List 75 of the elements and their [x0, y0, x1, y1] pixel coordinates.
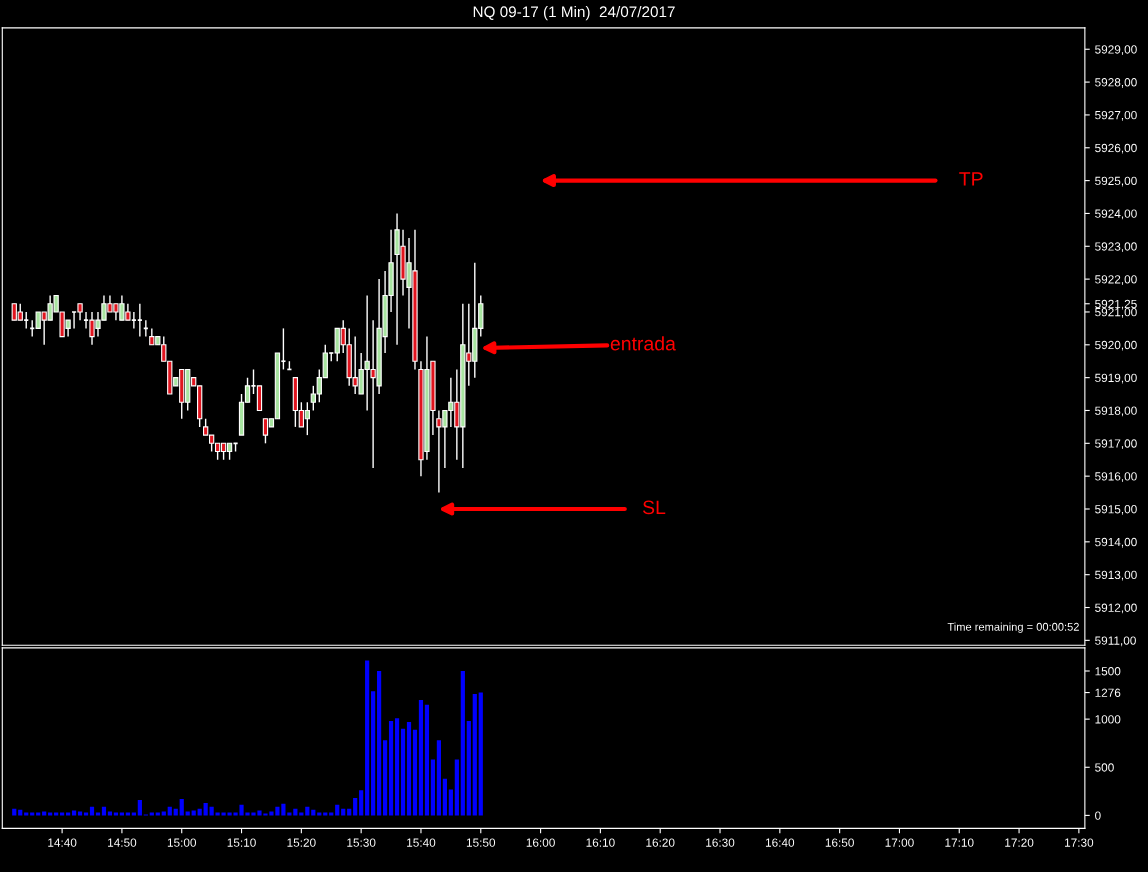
- y-tick-label: 5923,00: [1095, 242, 1137, 253]
- y-tick-label: 1000: [1095, 715, 1121, 724]
- y-tick-label: 5927,00: [1095, 110, 1137, 121]
- x-tick-label: 14:50: [108, 838, 137, 847]
- annotation: SL: [642, 500, 666, 515]
- y-tick-label: 5929,00: [1095, 45, 1137, 56]
- x-tick-label: 15:10: [227, 838, 256, 847]
- x-tick-label: 16:00: [526, 838, 555, 847]
- y-tick-label: 5926,00: [1095, 143, 1137, 154]
- y-tick-label: 5921,00: [1095, 308, 1137, 318]
- x-tick-label: 16:20: [646, 838, 675, 847]
- bar: [137, 800, 142, 816]
- bar: [472, 694, 477, 816]
- x-tick-label: 16:50: [825, 838, 854, 847]
- bar: [460, 671, 465, 816]
- bar: [478, 692, 483, 816]
- y-tick-label: 1500: [1095, 667, 1121, 676]
- bar: [412, 729, 418, 816]
- bar: [454, 759, 459, 816]
- bar: [436, 740, 441, 816]
- x-tick-label: 15:30: [347, 838, 376, 847]
- y-tick-label: 5915,00: [1095, 505, 1137, 515]
- y-tick-label: 5921,25: [1095, 299, 1137, 310]
- annotation: Time remaining = 00:00:52: [947, 622, 1079, 633]
- bar: [442, 778, 447, 816]
- bar: [365, 660, 370, 816]
- bar: [353, 798, 358, 816]
- bar: [382, 740, 388, 816]
- y-tick-label: 0: [1095, 811, 1101, 820]
- y-tick-label: 5917,00: [1095, 439, 1137, 450]
- bar: [406, 722, 412, 816]
- y-tick-label: 5924,00: [1095, 209, 1137, 220]
- x-tick-label: 15:20: [287, 838, 316, 847]
- bar: [359, 790, 364, 816]
- bar: [394, 718, 400, 816]
- x-tick-label: 15:00: [167, 838, 197, 847]
- y-tick-label: 5918,00: [1095, 406, 1137, 417]
- x-tick-label: 16:30: [706, 838, 735, 847]
- y-tick-label: 5913,00: [1095, 570, 1137, 581]
- x-tick-label: 17:00: [885, 838, 914, 847]
- bar: [388, 721, 394, 816]
- y-tick-label: 5920,00: [1095, 340, 1137, 351]
- bar: [448, 789, 453, 816]
- bar: [203, 802, 208, 816]
- x-tick-label: 17:10: [945, 838, 974, 847]
- y-tick-label: 5925,00: [1095, 176, 1137, 187]
- annotation: TP: [959, 172, 983, 186]
- bar: [179, 799, 184, 816]
- y-tick-label: 500: [1095, 763, 1114, 772]
- x-tick-label: 16:40: [765, 838, 795, 847]
- x-tick-label: 14:40: [48, 838, 77, 847]
- y-tick-label: 5912,00: [1095, 603, 1137, 614]
- bar: [418, 699, 424, 816]
- x-tick-label: 17:20: [1005, 838, 1034, 847]
- y-tick-label: 5922,00: [1095, 275, 1137, 285]
- x-tick-label: 17:30: [1065, 838, 1094, 847]
- bar: [371, 691, 376, 816]
- y-tick-label: 5928,00: [1095, 78, 1137, 88]
- bar: [335, 804, 340, 816]
- bar: [400, 728, 406, 816]
- annotation: entrada: [610, 336, 676, 351]
- bar: [466, 721, 471, 816]
- candlestick: [136, 303, 143, 338]
- y-tick-label: 5914,00: [1095, 537, 1137, 548]
- chart-title: NQ 09-17 (1 Min) 24/07/2017: [473, 5, 675, 21]
- x-tick-label: 16:10: [586, 838, 615, 847]
- bar: [430, 759, 436, 816]
- y-tick-label: 5911,00: [1095, 636, 1136, 647]
- bar: [424, 704, 430, 816]
- x-tick-label: 15:40: [407, 838, 436, 847]
- x-tick-label: 15:50: [466, 838, 496, 847]
- bar: [377, 671, 382, 816]
- y-tick-label: 5916,00: [1095, 472, 1137, 482]
- y-tick-label: 5919,00: [1095, 373, 1137, 384]
- y-tick-label: 1276: [1095, 688, 1121, 697]
